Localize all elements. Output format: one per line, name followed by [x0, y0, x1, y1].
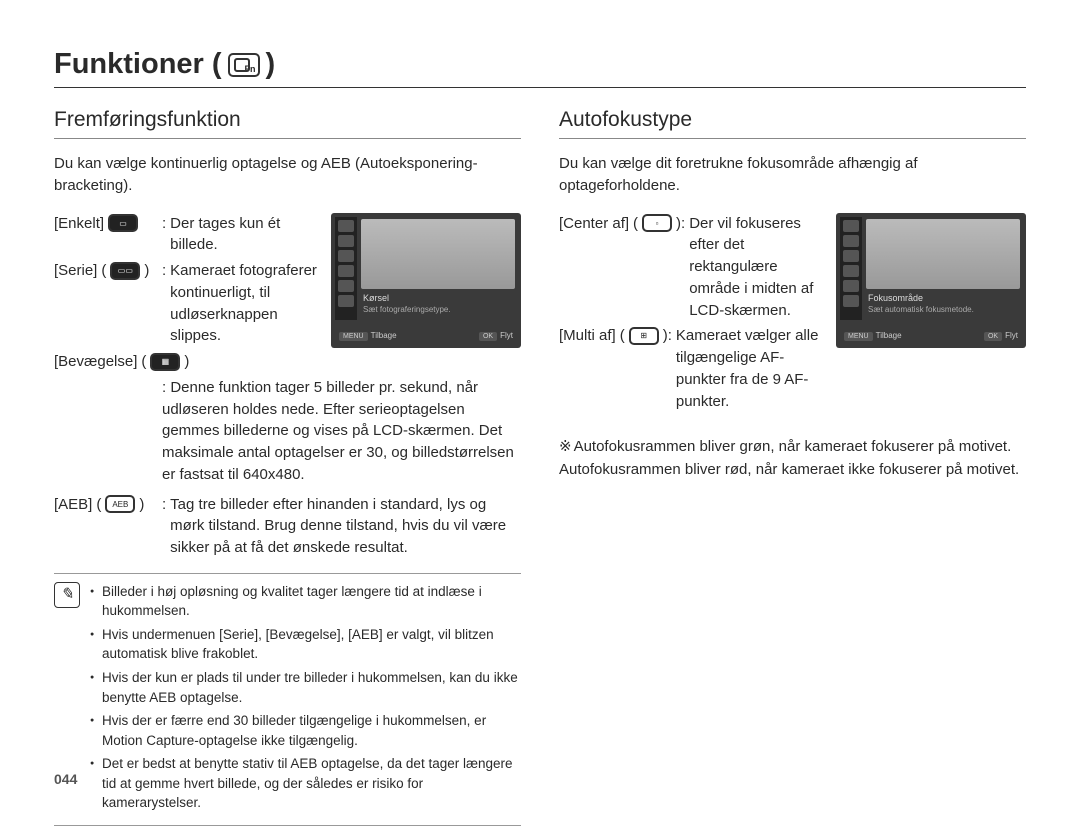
lcd-menu-btn: MENU	[844, 332, 873, 341]
lcd-caption-sub: Sæt fotograferingsetype.	[363, 305, 451, 314]
multi-af-desc: Kameraet vælger alle tilgængelige AF-pun…	[676, 325, 826, 412]
burst-icon: ▭▭	[110, 262, 140, 280]
option-enkelt: [Enkelt] ▭ : Der tages kun ét billede.	[54, 213, 321, 257]
title-suffix: )	[266, 48, 276, 81]
title-text: Funktioner (	[54, 48, 222, 81]
note-icon: ✎	[54, 582, 80, 608]
center-af-label: [Center af]	[559, 213, 629, 235]
serie-label: [Serie]	[54, 260, 97, 282]
note-item: Hvis der er færre end 30 billeder tilgæn…	[90, 711, 521, 750]
footnote-text: Autofokusrammen bliver grøn, når kamerae…	[559, 438, 1019, 478]
lcd-back-label: Tilbage	[876, 331, 902, 340]
note-item: Hvis undermenuen [Serie], [Bevægelse], […	[90, 625, 521, 664]
lcd-ok-btn: OK	[479, 332, 497, 341]
note-box: ✎ Billeder i høj opløsning og kvalitet t…	[54, 573, 521, 826]
right-column: Autofokustype Du kan vælge dit foretrukn…	[559, 108, 1026, 826]
aeb-desc: Tag tre billeder efter hinanden i standa…	[170, 494, 521, 559]
aeb-label: [AEB]	[54, 494, 92, 516]
lcd-move-label: Flyt	[500, 331, 513, 340]
lcd-ok-btn: OK	[984, 332, 1002, 341]
page-title: Funktioner ( Fn )	[54, 48, 1026, 88]
lcd-caption-sub: Sæt automatisk fokusmetode.	[868, 305, 974, 314]
left-column: Fremføringsfunktion Du kan vælge kontinu…	[54, 108, 521, 826]
lcd-menu-btn: MENU	[339, 332, 368, 341]
option-center-af: [Center af] (▫) : Der vil fokuseres efte…	[559, 213, 826, 322]
multi-af-label: [Multi af]	[559, 325, 616, 347]
note-item: Hvis der kun er plads til under tre bill…	[90, 668, 521, 707]
single-icon: ▭	[108, 214, 138, 232]
note-item: Det er bedst at benytte stativ til AEB o…	[90, 754, 521, 813]
drive-intro: Du kan vælge kontinuerlig optagelse og A…	[54, 153, 521, 197]
bevaegelse-desc: : Denne funktion tager 5 billeder pr. se…	[54, 377, 521, 486]
af-footnote: ※Autofokusrammen bliver grøn, når kamera…	[559, 436, 1026, 481]
enkelt-desc: Der tages kun ét billede.	[170, 213, 321, 257]
bevaegelse-label: [Bevægelse]	[54, 351, 137, 373]
motion-icon: ▦	[150, 353, 180, 371]
fn-icon: Fn	[228, 53, 260, 77]
lcd-caption-title: Fokusområde	[868, 293, 923, 303]
drive-lcd-screenshot: Kørsel Sæt fotograferingsetype. MENUTilb…	[331, 213, 521, 348]
aeb-icon: AEB	[105, 495, 135, 513]
page-number: 044	[54, 771, 77, 787]
lcd-move-label: Flyt	[1005, 331, 1018, 340]
section-heading-af: Autofokustype	[559, 108, 1026, 139]
lcd-caption-title: Kørsel	[363, 293, 389, 303]
section-heading-drive: Fremføringsfunktion	[54, 108, 521, 139]
center-af-desc: Der vil fokuseres efter det rektangulære…	[689, 213, 826, 322]
option-aeb: [AEB] (AEB) : Tag tre billeder efter hin…	[54, 494, 521, 559]
af-intro: Du kan vælge dit foretrukne fokusområde …	[559, 153, 1026, 197]
note-item: Billeder i høj opløsning og kvalitet tag…	[90, 582, 521, 621]
center-af-icon: ▫	[642, 214, 672, 232]
enkelt-label: [Enkelt]	[54, 213, 104, 235]
serie-desc: Kameraet fotograferer kontinuerligt, til…	[170, 260, 321, 347]
multi-af-icon: ⊞	[629, 327, 659, 345]
option-multi-af: [Multi af] (⊞) : Kameraet vælger alle ti…	[559, 325, 826, 412]
option-serie: [Serie] (▭▭) : Kameraet fotograferer kon…	[54, 260, 321, 347]
lcd-back-label: Tilbage	[371, 331, 397, 340]
note-list: Billeder i høj opløsning og kvalitet tag…	[90, 582, 521, 817]
af-lcd-screenshot: Fokusområde Sæt automatisk fokusmetode. …	[836, 213, 1026, 348]
option-bevaegelse: [Bevægelse] (▦)	[54, 351, 321, 373]
footnote-marker: ※	[559, 438, 572, 455]
